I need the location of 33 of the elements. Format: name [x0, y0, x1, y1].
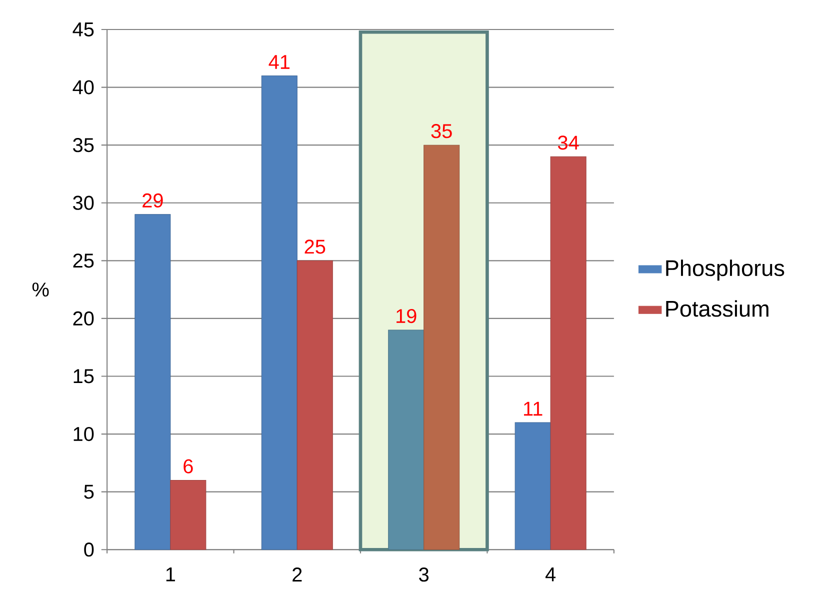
y-tick-label: 20 [73, 311, 94, 326]
y-tick-label: 10 [74, 427, 94, 442]
legend-label: Potassium [666, 300, 768, 317]
y-tick-label: 30 [73, 196, 94, 210]
data-label: 41 [268, 55, 290, 69]
x-tick-label: 4 [545, 568, 556, 582]
bar [261, 76, 298, 550]
data-label: 25 [304, 240, 326, 254]
x-tick-label: 3 [419, 568, 429, 582]
data-label: 11 [524, 402, 542, 416]
x-tick-label: 2 [292, 568, 302, 582]
data-label: 34 [558, 136, 579, 150]
y-tick-label: 40 [72, 80, 94, 94]
y-tick-label: 5 [84, 484, 94, 499]
bar [514, 422, 551, 550]
bar [550, 156, 586, 550]
bar [424, 144, 460, 550]
x-tick-label: 1 [166, 568, 175, 582]
y-tick-label: 15 [74, 369, 94, 384]
data-label: 19 [396, 309, 416, 324]
legend-label: Phosphorus [666, 260, 784, 281]
bar [134, 214, 171, 550]
bar [388, 330, 424, 550]
data-label: 35 [431, 124, 452, 138]
y-tick-label: 25 [73, 254, 94, 268]
y-axis-title: % [32, 282, 49, 297]
data-label: 6 [184, 459, 193, 474]
bar [296, 260, 333, 550]
data-label: 29 [142, 193, 163, 208]
y-tick-label: 35 [73, 138, 94, 152]
y-tick-label: 0 [84, 542, 94, 557]
bar [170, 480, 206, 550]
y-tick-label: 45 [72, 22, 94, 37]
